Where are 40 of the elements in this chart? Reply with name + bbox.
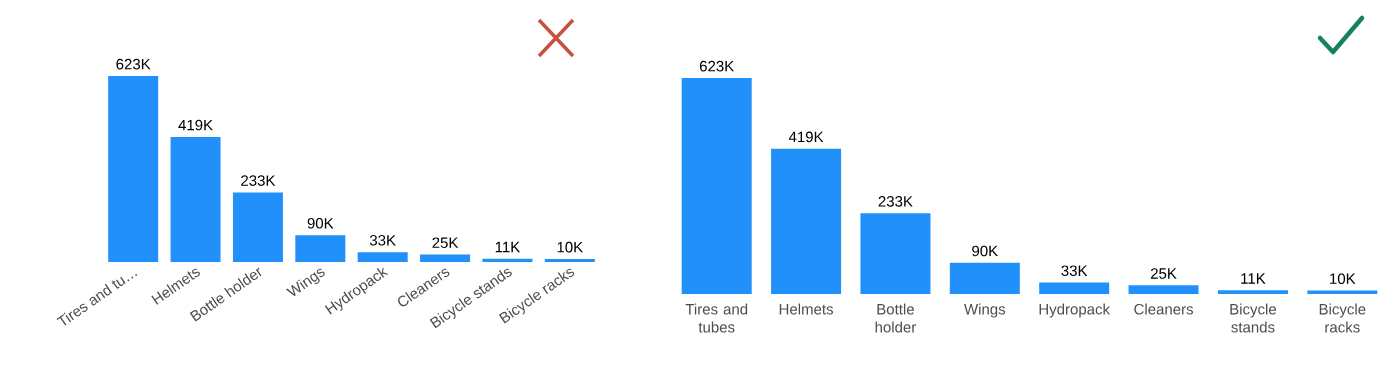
data-label: 25K [432,237,459,248]
bar [681,78,752,294]
data-label: 10K [557,241,583,253]
bar [1128,285,1199,294]
x-tick-label: Bicycle stands [1230,303,1277,333]
bar [1039,282,1110,294]
x-tick-label: Tires and tu… [56,273,138,326]
data-label: 233K [241,175,276,186]
x-tick-label: Tires and tubes [685,303,748,333]
data-label: 33K [369,234,396,246]
data-label: 33K [1061,265,1088,277]
data-label: 11K [1241,273,1266,284]
bar [1217,290,1288,294]
x-tick-label: Bottle holder [875,303,917,333]
data-label: 623K [116,58,151,70]
data-label: 90K [307,217,334,229]
data-label: 419K [788,131,824,143]
data-label: 233K [878,196,913,207]
bar [357,252,408,262]
x-tick-label: Helmets [779,303,834,315]
x-tick-label: Wings [964,303,1006,318]
bar [170,136,221,262]
data-label: 90K [972,245,998,257]
bar [420,254,471,262]
bar [232,192,283,262]
bar [949,262,1020,294]
bar [771,148,842,294]
x-tick-label: Bicycle racks [1319,303,1366,333]
data-label: 419K [178,119,213,131]
data-label: 25K [1150,268,1177,279]
data-label: 623K [699,60,735,72]
data-label: 11K [495,241,521,253]
bar [482,258,533,262]
bar [108,76,159,262]
bar [860,213,931,294]
data-label: 10K [1330,273,1356,284]
bar [544,259,595,262]
x-tick-label: Cleaners [1134,303,1194,315]
bar [295,235,346,262]
x-tick-label: Hydropack [1039,303,1111,318]
